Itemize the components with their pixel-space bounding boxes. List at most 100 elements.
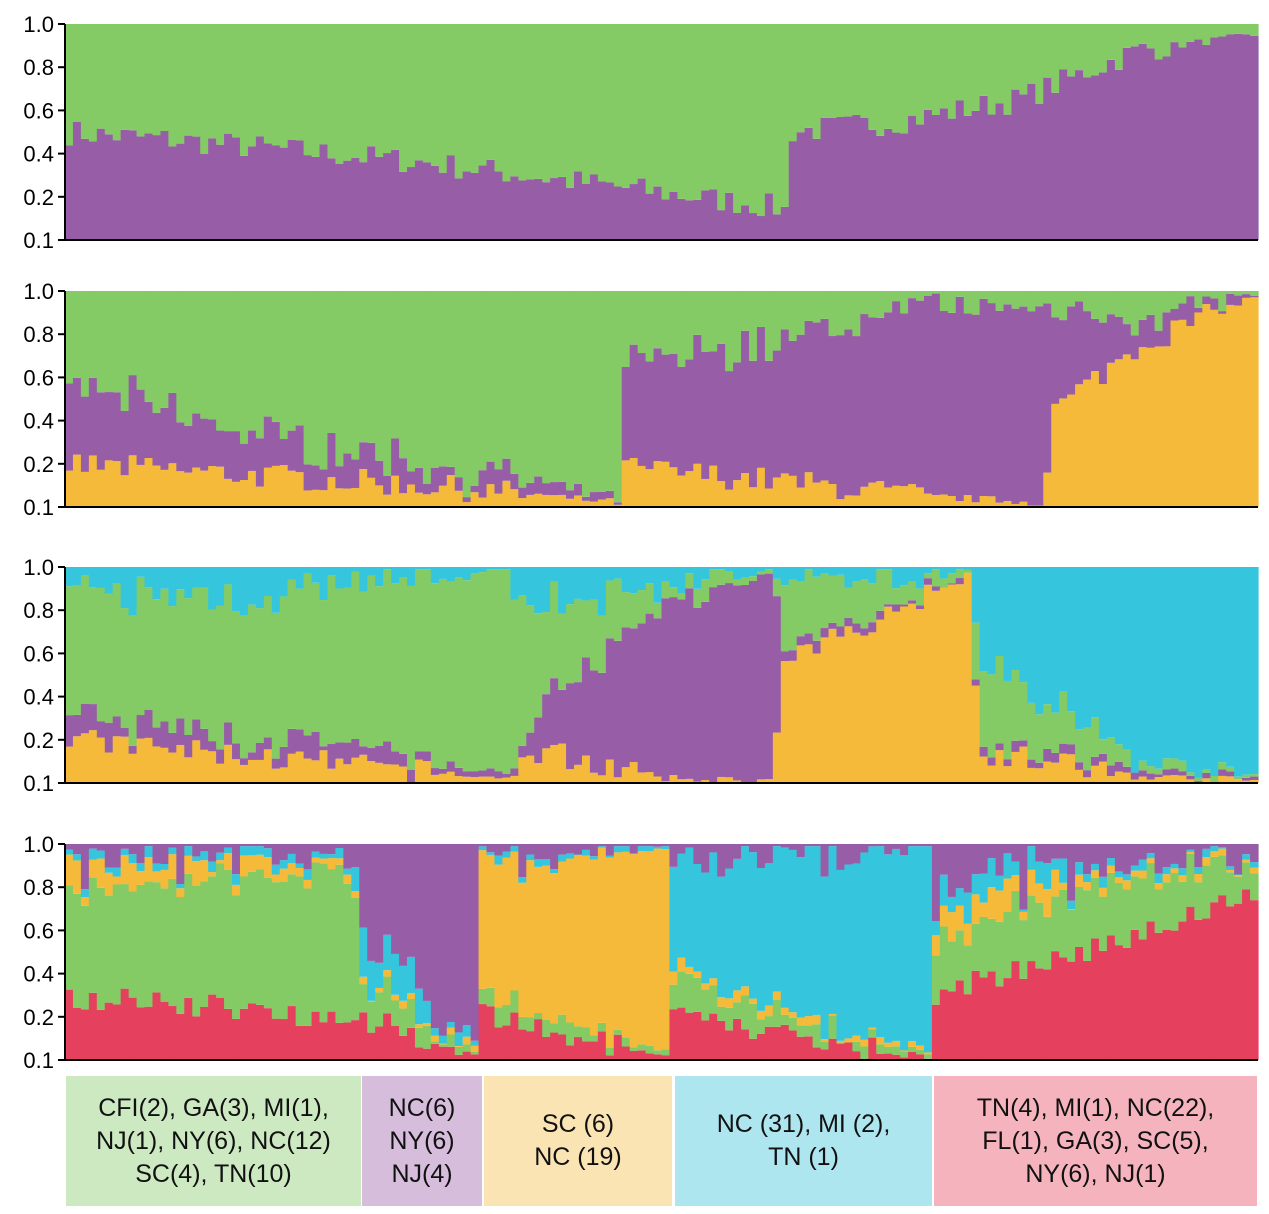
bar-segment-purple: [1178, 303, 1188, 320]
bar-segment-purple: [812, 138, 822, 240]
bar-segment-orange: [844, 1038, 853, 1043]
bar-segment-purple: [995, 310, 1005, 503]
bar-segment-orange: [947, 584, 957, 783]
bar-segment-orange: [677, 475, 686, 507]
bar-segment-cyan: [1162, 567, 1172, 759]
bar-segment-purple: [494, 171, 504, 240]
bar-segment-orange: [741, 986, 750, 996]
bar-segment-orange: [804, 644, 814, 783]
bar-segment-red: [1186, 906, 1195, 1060]
bar-segment-cyan: [748, 567, 758, 577]
bar-segment-cyan: [987, 858, 997, 888]
bar-segment-green: [1234, 24, 1243, 34]
bar-segment-green: [224, 24, 233, 134]
bar-segment-cyan: [780, 567, 790, 586]
bar-segment-green: [693, 291, 702, 335]
bar-segment-cyan: [733, 567, 742, 580]
bar-segment-orange: [239, 764, 249, 783]
bar-segment-green: [550, 291, 559, 483]
bar-segment-cyan: [478, 567, 488, 573]
bar-segment-orange: [939, 494, 949, 507]
bar-segment-green: [844, 291, 853, 330]
bar-segment-red: [852, 1051, 861, 1060]
bar-segment-orange: [637, 772, 647, 783]
bar-segment-purple: [279, 439, 289, 466]
bar-segment-purple: [574, 171, 583, 240]
bar-segment-purple: [1162, 56, 1172, 240]
bar-segment-cyan: [1146, 567, 1156, 767]
bar-segment-purple: [685, 588, 694, 779]
bar-segment-green: [979, 24, 989, 96]
bar-segment-purple: [446, 761, 456, 772]
bar-segment-red: [995, 986, 1005, 1060]
bar-segment-red: [908, 1051, 917, 1060]
bar-segment-cyan: [1250, 567, 1259, 775]
bar-segment-green: [939, 926, 949, 990]
bar-segment-purple: [812, 322, 822, 483]
bar-segment-purple: [351, 157, 360, 240]
bar-segment-green: [1234, 291, 1243, 296]
bar-segment-cyan: [438, 1035, 448, 1044]
bar-segment-green: [780, 585, 790, 652]
bar-segment-purple: [939, 108, 949, 240]
bar-segment-purple: [96, 128, 106, 240]
legend-label: SC (6) NC (19): [534, 1110, 622, 1171]
bar-segment-purple: [375, 745, 384, 763]
bar-segment-purple: [367, 146, 376, 240]
bar-segment-red: [65, 989, 74, 1060]
bar-segment-green: [327, 24, 337, 159]
bar-segment-cyan: [478, 846, 488, 851]
bar-segment-green: [335, 864, 344, 1023]
bar-segment-cyan: [430, 1028, 440, 1036]
bar-segment-purple: [1090, 844, 1100, 864]
bar-segment-purple: [1059, 844, 1068, 859]
y-tick-label: 0.6: [23, 98, 54, 123]
bar-segment-green: [152, 882, 162, 993]
bar-segment-orange: [1154, 777, 1164, 783]
bar-segment-green: [1043, 24, 1052, 78]
bar-segment-green: [1019, 24, 1028, 95]
bar-segment-purple: [597, 844, 607, 847]
bar-segment-purple: [621, 844, 631, 847]
bar-segment-cyan: [796, 567, 806, 582]
bar-segment-purple: [701, 190, 710, 240]
bar-segment-purple: [709, 844, 718, 853]
bar-segment-orange: [709, 978, 718, 986]
bar-segment-purple: [1162, 769, 1172, 776]
bar-segment-purple: [916, 844, 925, 847]
bar-segment-orange: [971, 502, 981, 507]
bar-segment-red: [510, 1012, 519, 1060]
bar-segment-green: [796, 1025, 806, 1037]
bar-segment-orange: [1242, 780, 1251, 783]
bar-segment-purple: [860, 844, 869, 853]
bar-segment-orange: [1250, 867, 1259, 874]
bar-segment-cyan: [160, 567, 169, 589]
bar-segment-green: [947, 291, 957, 313]
bar-segment-purple: [669, 354, 678, 468]
bar-segment-green: [1226, 291, 1235, 294]
bar-segment-green: [224, 291, 233, 432]
bar-segment-green: [677, 291, 686, 367]
bar-segment-purple: [725, 844, 734, 869]
bar-segment-green: [876, 24, 885, 136]
bar-segment-purple: [1138, 770, 1148, 777]
bar-segment-purple: [335, 844, 344, 848]
bar-segment-green: [542, 24, 551, 183]
bar-segment-purple: [947, 844, 957, 897]
bar-segment-orange: [1122, 772, 1132, 783]
bar-segment-purple: [1106, 314, 1116, 363]
bar-segment-cyan: [804, 846, 814, 1017]
bar-segment-red: [1075, 946, 1084, 1060]
bar-segment-orange: [812, 1014, 822, 1025]
bar-segment-purple: [303, 735, 313, 759]
bar-segment-red: [351, 1020, 360, 1060]
bar-segment-orange: [971, 685, 981, 783]
bar-segment-orange: [247, 759, 257, 783]
bar-segment-green: [200, 24, 209, 154]
bar-segment-orange: [247, 470, 257, 507]
bar-segment-cyan: [852, 863, 861, 1036]
bar-segment-purple: [454, 477, 464, 491]
bar-segment-green: [566, 1022, 575, 1046]
bar-segment-purple: [255, 742, 265, 760]
bar-segment-purple: [709, 351, 718, 466]
